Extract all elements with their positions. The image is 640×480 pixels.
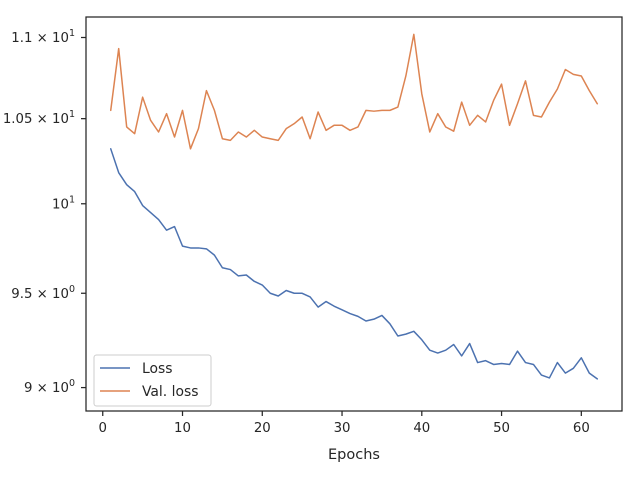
x-axis-title: Epochs [328,447,380,463]
plot-lines [109,33,599,380]
x-tick-label: 60 [573,421,590,436]
plot-background [86,17,622,411]
y-axis: 9 × 100 9.5 × 100 101 1.05 × 101 1.1 × 101 [3,28,86,396]
legend-label-val-loss: Val. loss [142,384,198,400]
x-tick-label: 40 [413,421,430,436]
series-line-loss [109,148,599,380]
x-tick-label: 10 [174,421,191,436]
y-tick-label: 101 [52,194,75,212]
y-tick-label: 1.1 × 101 [11,28,75,46]
x-tick-label: 20 [254,421,271,436]
y-tick-label: 9.5 × 100 [11,284,75,302]
x-tick-label: 50 [493,421,510,436]
legend-label-loss: Loss [142,361,172,377]
legend: Loss Val. loss [93,354,212,407]
x-axis: 0 10 20 30 40 50 60 [99,411,590,436]
plot-frame [85,16,623,412]
x-tick-label: 30 [334,421,351,436]
y-tick-label: 1.05 × 101 [3,109,75,127]
y-tick-label: 9 × 100 [24,378,75,396]
x-tick-label: 0 [99,421,107,436]
series-line-val-loss [109,33,599,150]
